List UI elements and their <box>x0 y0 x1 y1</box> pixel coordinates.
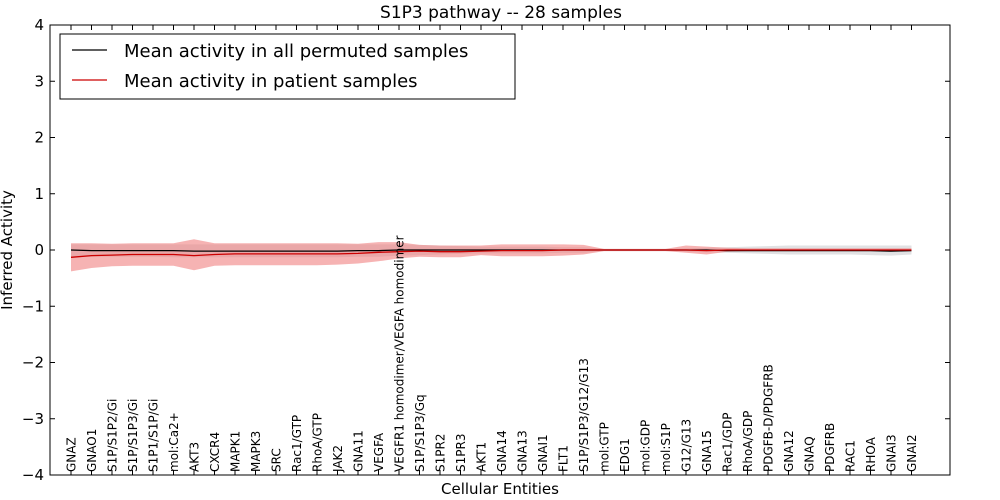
chart-title: S1P3 pathway -- 28 samples <box>380 3 622 23</box>
x-category-label: RhoA/GDP <box>741 411 755 472</box>
x-category-label: MAPK3 <box>249 431 263 472</box>
x-category-label: EDG1 <box>618 438 632 472</box>
x-category-label: mol:GDP <box>639 420 653 472</box>
x-axis-label: Cellular Entities <box>441 480 559 498</box>
x-category-label: GNAI1 <box>536 434 550 472</box>
x-category-label: S1P/S1P3/G12/G13 <box>577 358 591 472</box>
y-tick-label: 3 <box>34 72 44 90</box>
x-category-label: GNAO1 <box>85 429 99 472</box>
x-category-label: mol:S1P <box>659 423 673 472</box>
x-category-label: GNA13 <box>516 430 530 472</box>
x-category-label: GNA12 <box>782 430 796 472</box>
x-category-label: RHOA <box>864 436 878 472</box>
y-axis-label: Inferred Activity <box>0 190 16 310</box>
x-category-label: AKT1 <box>475 442 489 472</box>
x-category-label: S1P1/S1P/Gi <box>147 399 161 472</box>
x-category-label: S1P/S1P3/Gi <box>126 399 140 472</box>
legend-label-patient: Mean activity in patient samples <box>124 71 418 92</box>
y-tick-label: −1 <box>22 297 44 315</box>
confidence-band-1 <box>71 239 912 272</box>
x-category-label: Rac1/GDP <box>721 413 735 472</box>
x-category-label: CXCR4 <box>208 432 222 472</box>
plot-layer <box>70 239 912 272</box>
y-tick-label: 0 <box>34 241 44 259</box>
x-category-label: AKT3 <box>188 442 202 472</box>
x-category-label: GNAI2 <box>905 434 919 472</box>
plot-frame <box>49 24 951 476</box>
x-category-label: S1P/S1P2/Gi <box>106 399 120 472</box>
x-category-label: GNAZ <box>65 437 79 472</box>
x-category-label: GNA15 <box>700 430 714 472</box>
x-category-label: G12/G13 <box>680 419 694 472</box>
legend: Mean activity in all permuted samples Me… <box>59 33 516 100</box>
x-category-label: RhoA/GTP <box>311 413 325 472</box>
x-category-label: RAC1 <box>844 440 858 472</box>
legend-label-permuted: Mean activity in all permuted samples <box>124 41 468 62</box>
x-category-label: MAPK1 <box>229 431 243 472</box>
x-category-label: VEGFA <box>372 432 386 472</box>
x-category-label: GNAI3 <box>885 434 899 472</box>
x-category-label: GNAQ <box>803 436 817 472</box>
series-line-1 <box>70 249 912 258</box>
axis-layer: 4 3 2 1 0 −1 −2 −3 −4 GNAZ GNAO1 S1P/S1P2/Gi S1P/S1P… <box>22 16 950 484</box>
y-tick-label: 1 <box>34 185 44 203</box>
y-tick-label: 4 <box>34 16 44 34</box>
y-tick-label: −2 <box>22 354 44 372</box>
x-category-label: PDGFB-D/PDGFRB <box>762 364 776 472</box>
x-category-label: JAK2 <box>331 445 345 473</box>
x-category-label: GNA11 <box>352 430 366 472</box>
x-category-label: FLT1 <box>557 445 571 472</box>
y-tick-label: 2 <box>34 129 44 147</box>
x-category-label: S1PR2 <box>434 434 448 472</box>
x-category-label: SRC <box>270 448 284 472</box>
x-category-label: mol:Ca2+ <box>167 412 181 472</box>
x-category-label: GNA14 <box>495 430 509 472</box>
x-category-label: mol:GTP <box>598 422 612 472</box>
x-category-label: S1PR3 <box>454 434 468 472</box>
legend-box <box>59 33 516 100</box>
x-category-label: Rac1/GTP <box>290 415 304 472</box>
x-category-label: S1P/S1P3/Gq <box>413 394 427 472</box>
y-tick-label: −4 <box>22 466 44 484</box>
y-tick-label: −3 <box>22 410 44 428</box>
x-category-label: PDGFRB <box>823 423 837 472</box>
x-category-label: VEGFR1 homodimer/VEGFA homodimer <box>393 235 407 472</box>
